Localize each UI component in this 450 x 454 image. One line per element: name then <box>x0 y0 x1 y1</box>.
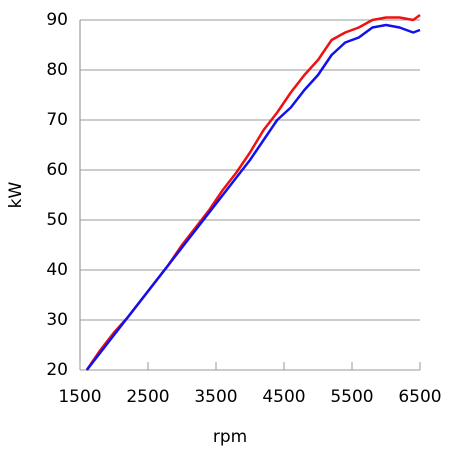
x-tick-label: 2500 <box>126 387 169 407</box>
y-tick-label: 90 <box>46 10 68 30</box>
y-tick-label: 20 <box>46 360 68 380</box>
line-series <box>85 13 421 371</box>
y-tick-label: 30 <box>46 310 68 330</box>
x-tick-label: 5500 <box>330 387 373 407</box>
y-tick-label: 80 <box>46 60 68 80</box>
y-tick-label: 60 <box>46 160 68 180</box>
x-tick-label: 1500 <box>58 387 101 407</box>
y-axis-label: kW <box>6 181 26 208</box>
y-tick-label: 50 <box>46 210 68 230</box>
y-tick-label: 70 <box>46 110 68 130</box>
x-tick-label: 6500 <box>398 387 441 407</box>
line-series <box>85 23 421 371</box>
x-tick-label: 3500 <box>194 387 237 407</box>
x-tick-label: 4500 <box>262 387 305 407</box>
x-axis-label: rpm <box>213 427 247 447</box>
y-tick-label: 40 <box>46 260 68 280</box>
